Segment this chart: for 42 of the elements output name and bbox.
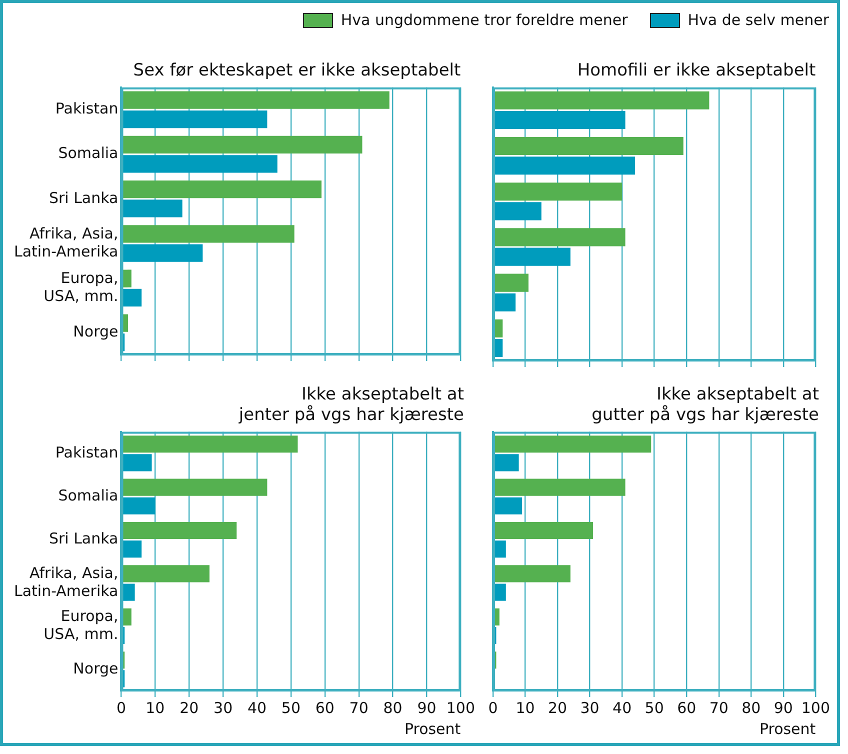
x-tick-label: 10: [146, 698, 165, 717]
chart-title: Sex før ekteskapet er ikke akseptabelt: [133, 60, 462, 81]
x-tick-label: 70: [709, 698, 728, 717]
x-tick-label: 90: [417, 698, 436, 717]
legend-label: Hva de selv mener: [688, 11, 829, 29]
y-tick-label: Sri Lanka: [48, 530, 118, 548]
y-tick-label: Pakistan: [55, 443, 118, 462]
chart-title: Homofili er ikke akseptabelt: [577, 60, 816, 81]
y-tick-label: Europa, USA, mm.: [44, 607, 118, 644]
x-tick-label: 50: [281, 698, 301, 717]
y-tick-label: Norge: [73, 322, 118, 341]
x-axis-title: Prosent: [759, 720, 816, 738]
y-tick-label: Sri Lanka: [48, 188, 118, 207]
x-tick-label: 80: [742, 698, 761, 717]
x-axis-title: Prosent: [404, 720, 461, 738]
y-tick-label: Afrika, Asia, Latin-Amerika: [14, 224, 118, 260]
y-tick-label: Somalia: [58, 144, 118, 162]
x-tick-label: 60: [677, 698, 696, 717]
x-tick-label: 70: [349, 698, 368, 717]
x-tick-label: 100: [801, 698, 830, 717]
x-tick-label: 20: [548, 698, 568, 717]
chart-title: Ikke akseptabelt at jenter på vgs har kjæreste: [238, 384, 464, 426]
x-tick-label: 40: [247, 698, 267, 717]
x-tick-label: 60: [315, 698, 334, 717]
x-tick-label: 100: [446, 698, 476, 717]
x-tick-label: 40: [612, 698, 632, 717]
x-tick-label: 80: [383, 698, 402, 717]
x-tick-label: 30: [580, 698, 600, 717]
x-tick-label: 90: [774, 698, 793, 717]
x-tick-label: 0: [116, 698, 126, 717]
y-tick-label: Afrika, Asia, Latin-Amerika: [14, 564, 118, 600]
x-tick-label: 30: [214, 698, 233, 717]
y-tick-label: Europa, USA, mm.: [44, 268, 118, 305]
x-tick-label: 0: [488, 698, 498, 717]
chart-title: Ikke akseptabelt at gutter på vgs har kjæreste: [592, 384, 820, 426]
x-tick-label: 10: [516, 698, 535, 717]
legend-label: Hva ungdommene tror foreldre mener: [340, 11, 628, 29]
y-tick-label: Pakistan: [55, 100, 118, 118]
x-tick-label: 50: [644, 698, 664, 717]
x-tick-label: 20: [180, 698, 199, 717]
y-tick-label: Somalia: [58, 486, 118, 504]
y-tick-label: Norge: [73, 659, 118, 678]
